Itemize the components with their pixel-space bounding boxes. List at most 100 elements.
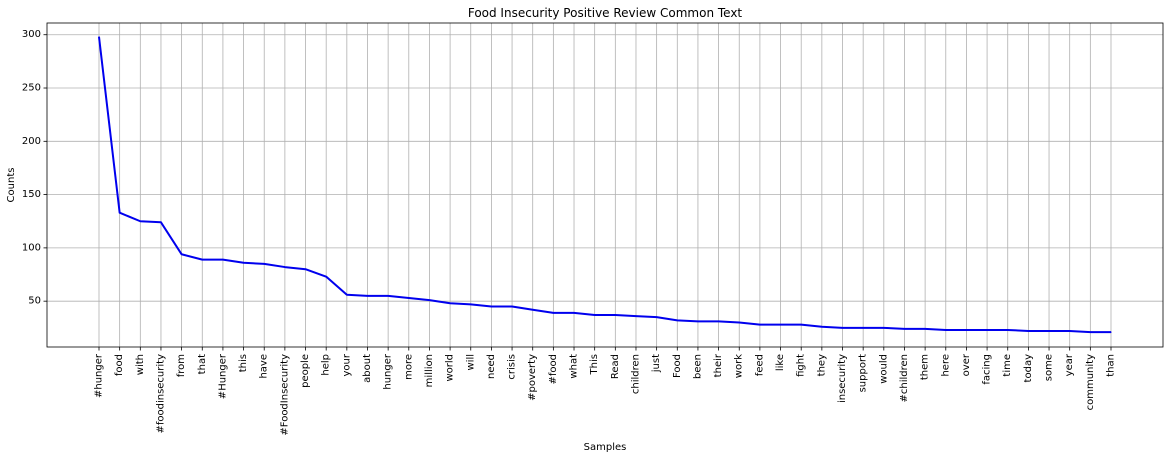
data-point xyxy=(614,314,616,316)
data-point xyxy=(924,328,926,330)
x-tick-label: #hunger xyxy=(94,353,105,398)
data-point xyxy=(1007,329,1009,331)
data-point xyxy=(862,327,864,329)
x-tick-label: have xyxy=(259,354,270,379)
data-point xyxy=(201,259,203,261)
data-point xyxy=(490,305,493,308)
x-tick-label: need xyxy=(486,354,497,379)
x-tick-label: food xyxy=(114,354,125,376)
data-point xyxy=(119,212,121,214)
data-point xyxy=(986,329,988,331)
data-point xyxy=(635,315,637,317)
x-tick-label: year xyxy=(1064,353,1075,376)
x-tick-label: world xyxy=(445,354,456,382)
x-tick-label: what xyxy=(569,354,580,379)
data-point xyxy=(511,305,513,308)
data-point xyxy=(800,324,802,326)
data-point xyxy=(325,276,327,278)
x-tick-label: children xyxy=(630,354,641,394)
x-tick-label: community xyxy=(1085,354,1096,410)
x-tick-label: help xyxy=(321,354,332,376)
x-tick-label: Read xyxy=(610,354,621,379)
plot-area-frame xyxy=(46,22,1164,348)
data-point xyxy=(573,312,575,314)
data-point xyxy=(779,324,782,326)
data-point xyxy=(222,259,224,261)
x-tick-label: Food xyxy=(672,354,683,378)
data-point xyxy=(428,299,431,301)
x-tick-label: time xyxy=(1002,354,1013,377)
data-point xyxy=(1089,331,1091,333)
data-point xyxy=(1069,330,1071,332)
x-tick-label: This xyxy=(589,354,600,375)
data-point xyxy=(717,320,720,323)
x-tick-label: been xyxy=(692,354,703,379)
x-tick-label: with xyxy=(135,354,146,375)
x-tick-label: today xyxy=(1023,354,1034,383)
x-tick-label: over xyxy=(961,353,972,376)
data-point xyxy=(346,294,348,296)
x-tick-label: #food xyxy=(548,354,559,384)
data-point xyxy=(470,303,472,305)
data-point xyxy=(697,320,699,323)
x-tick-label: #poverty xyxy=(527,354,538,401)
y-tick-label: 150 xyxy=(22,189,41,200)
data-point xyxy=(532,309,534,311)
y-tick-label: 100 xyxy=(22,242,41,253)
x-tick-label: people xyxy=(300,354,311,388)
data-point xyxy=(656,316,658,318)
data-point xyxy=(139,220,141,222)
data-point xyxy=(1048,330,1050,332)
data-point xyxy=(903,328,906,330)
x-tick-label: hunger xyxy=(383,353,394,390)
data-point xyxy=(1110,331,1112,333)
x-tick-label: than xyxy=(1106,354,1117,377)
data-point xyxy=(676,319,678,321)
x-tick-label: insecurity xyxy=(837,354,848,403)
x-tick-label: #Hunger xyxy=(217,353,228,399)
x-tick-label: they xyxy=(816,354,827,376)
y-tick-label: 200 xyxy=(22,136,41,147)
data-point xyxy=(160,221,162,223)
x-tick-label: fight xyxy=(796,354,807,377)
x-tick-label: your xyxy=(341,353,352,376)
x-tick-label: just xyxy=(651,354,662,373)
data-point xyxy=(449,302,451,304)
data-point xyxy=(284,266,286,268)
x-tick-label: #foodinsecurity xyxy=(155,354,166,434)
chart-title: Food Insecurity Positive Review Common T… xyxy=(468,6,743,20)
x-tick-label: #FoodInsecurity xyxy=(279,354,290,436)
x-tick-label: about xyxy=(362,354,373,383)
y-tick-label: 50 xyxy=(28,296,41,307)
y-tick-label: 300 xyxy=(22,29,41,40)
data-point xyxy=(181,253,183,255)
x-tick-label: their xyxy=(713,353,724,377)
x-tick-label: like xyxy=(775,354,786,371)
x-tick-label: million xyxy=(424,354,435,387)
data-point xyxy=(738,321,740,324)
x-tick-label: work xyxy=(734,354,745,378)
x-tick-label: that xyxy=(197,354,208,374)
data-point xyxy=(263,263,265,265)
x-tick-label: crisis xyxy=(507,354,518,380)
x-axis-title: Samples xyxy=(584,442,627,453)
data-point xyxy=(1027,330,1029,332)
data-point xyxy=(821,326,823,328)
axis-ticks: #hunger food with #foodinsecurity from that #H… xyxy=(22,29,1117,435)
x-tick-label: would xyxy=(878,354,889,384)
y-axis-title: Counts xyxy=(6,168,17,203)
x-tick-label: this xyxy=(238,354,249,372)
data-point xyxy=(304,268,307,270)
x-tick-label: some xyxy=(1044,354,1055,381)
data-point xyxy=(883,327,885,329)
y-tick-label: 250 xyxy=(22,83,41,94)
x-tick-label: support xyxy=(858,354,869,392)
x-tick-label: more xyxy=(403,354,414,380)
data-point xyxy=(759,324,761,326)
x-tick-label: facing xyxy=(982,354,993,385)
data-point xyxy=(242,262,245,264)
x-tick-label: will xyxy=(465,354,476,371)
data-point xyxy=(98,36,100,38)
